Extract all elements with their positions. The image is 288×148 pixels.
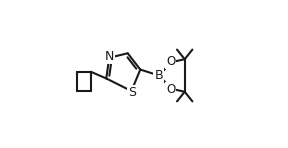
Text: O: O (166, 83, 175, 96)
Text: B: B (154, 69, 163, 82)
Text: N: N (105, 50, 114, 63)
Text: O: O (166, 55, 175, 68)
Text: S: S (128, 86, 136, 99)
